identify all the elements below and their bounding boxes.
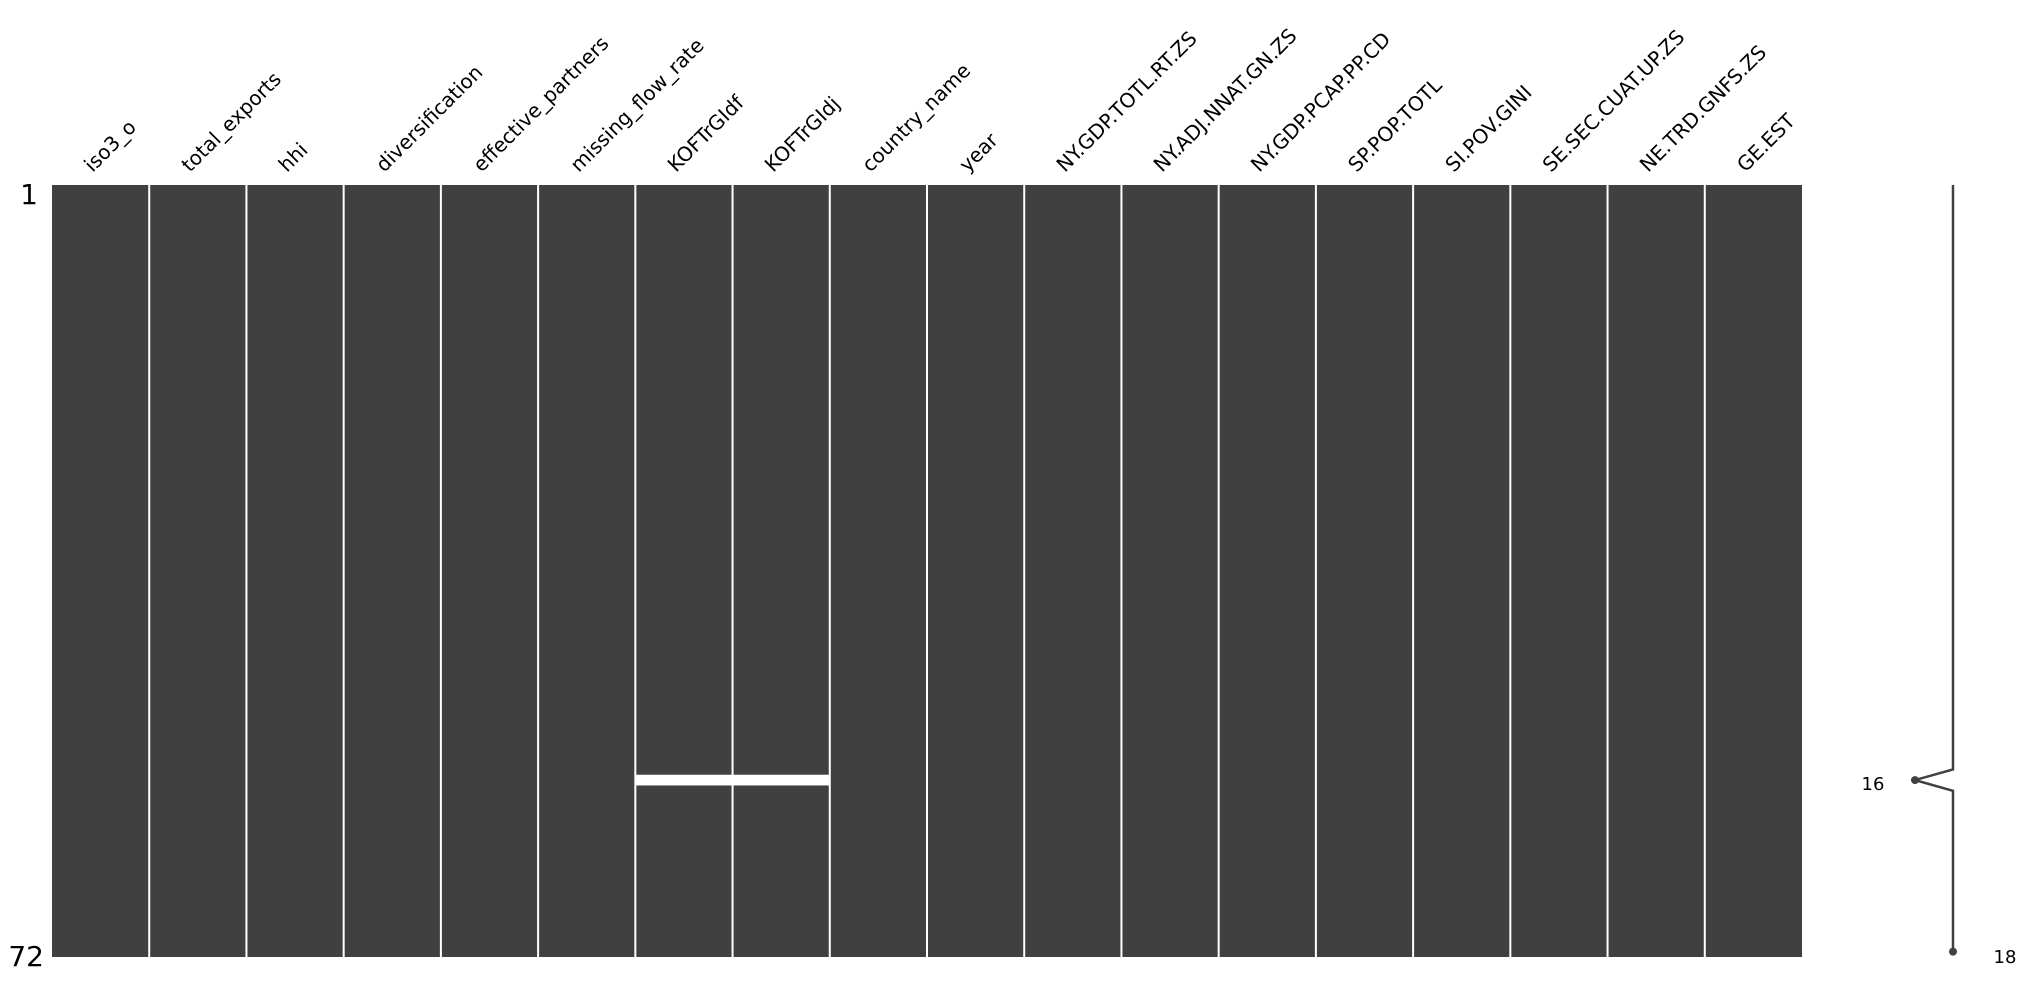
matrix-cells xyxy=(52,185,1802,957)
column-present-block xyxy=(733,185,829,775)
column-present-block xyxy=(1025,185,1121,957)
sparkline-max-marker xyxy=(1949,947,1957,956)
sparkline-max-label: 18 xyxy=(1994,947,2017,968)
column-present-block xyxy=(636,785,732,957)
column-present-block xyxy=(733,785,829,957)
sparkline-min-label: 16 xyxy=(1862,774,1885,795)
sparkline-min-marker xyxy=(1911,776,1919,785)
column-label: hhi xyxy=(274,138,313,177)
column-present-block xyxy=(247,185,343,957)
column-label: iso3_o xyxy=(79,115,141,177)
column-present-block xyxy=(636,185,732,775)
column-label: SP.POP.TOTL xyxy=(1343,72,1447,176)
column-present-block xyxy=(344,185,440,957)
column-label: GE.EST xyxy=(1732,108,1800,176)
column-present-block xyxy=(52,185,149,957)
column-present-block xyxy=(150,185,246,957)
row-tick-first: 1 xyxy=(20,178,38,211)
column-present-block xyxy=(1219,185,1315,957)
column-present-block xyxy=(1705,185,1802,957)
column-present-block xyxy=(1511,185,1607,957)
column-present-block xyxy=(1414,185,1510,957)
column-label: total_exports xyxy=(176,67,286,177)
column-present-block xyxy=(830,185,926,957)
column-present-block xyxy=(928,185,1024,957)
column-present-block xyxy=(1608,185,1704,957)
sparkline-line xyxy=(1910,185,1955,952)
column-label: year xyxy=(954,127,1003,176)
column-present-block xyxy=(539,185,635,957)
column-label: KOFTrGIdj xyxy=(760,92,845,177)
column-present-block xyxy=(441,185,538,957)
row-tick-last: 72 xyxy=(8,940,44,973)
sparkline xyxy=(1910,185,1957,956)
column-present-block xyxy=(1122,185,1218,957)
column-label: KOFTrGIdf xyxy=(663,90,750,177)
column-present-block xyxy=(1316,185,1413,957)
column-label: SI.POV.GINI xyxy=(1440,80,1536,176)
